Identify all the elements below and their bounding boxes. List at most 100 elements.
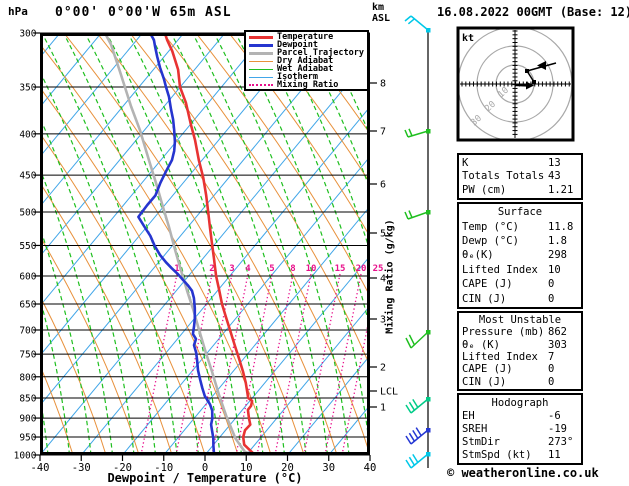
mixing-ratio-line	[195, 273, 233, 454]
mixing-ratio-value-label: 1	[174, 264, 179, 274]
legend-label: Temperature	[277, 32, 334, 42]
dry-adiabat-line	[163, 34, 369, 364]
sounding-traces	[104, 34, 256, 454]
wind-barb	[405, 397, 431, 414]
mixing-ratio-value-label: 3	[229, 264, 234, 274]
page-title: 0°00' 0°00'W 65m ASL	[55, 5, 232, 20]
plot-border	[40, 33, 370, 455]
pressure-tick-label: 950	[19, 433, 36, 444]
mixing-ratio-value-label: 4	[245, 264, 251, 274]
wind-barb	[404, 15, 431, 33]
legend-swatch-isotherm	[249, 76, 273, 78]
table-row-label: θₑ(K)	[462, 249, 494, 262]
pressure-tick-label: 700	[19, 325, 36, 336]
legend-label: Dry Adiabat	[277, 56, 334, 66]
wind-barb	[405, 330, 431, 349]
mixing-ratio-line	[324, 273, 362, 454]
legend-swatch-temperature	[249, 35, 273, 39]
mixing-ratio-value-label: 10	[306, 264, 317, 274]
wet-adiabat-line	[214, 34, 350, 454]
table-row: CIN (J) 0	[462, 376, 581, 388]
dry-adiabat-line	[295, 34, 369, 133]
wet-adiabat-line	[41, 73, 156, 454]
table-row-value: 298	[548, 249, 567, 262]
copyright: © weatheronline.co.uk	[447, 466, 599, 480]
wind-level-marker	[426, 330, 431, 335]
pressure-tick-label: 800	[19, 372, 36, 383]
wet-adiabat-line	[63, 34, 199, 454]
legend-item: Parcel Trajectory	[246, 49, 367, 57]
dewpoint-curve	[137, 34, 216, 454]
table-row-label: CAPE (J)	[462, 278, 513, 291]
table-title: Most Unstable	[478, 314, 562, 327]
table-row: EH -6	[462, 410, 581, 422]
wind-level-marker	[426, 210, 431, 215]
pressure-tick-label: 350	[19, 83, 36, 94]
hodograph-table: Hodograph EH -6 SREH -19 StmDir 273° StmSpd (kt…	[457, 393, 583, 465]
isotherm-line	[205, 257, 369, 454]
temperature-tick-label: -30	[72, 462, 91, 474]
temperature-axis-title: Dewpoint / Temperature (°C)	[107, 471, 303, 485]
pressure-tick-label: 400	[19, 129, 36, 140]
altitude-tick-label: 4	[380, 274, 386, 285]
table-row-label: Pressure (mb)	[462, 326, 545, 339]
wet-adiabat-line	[192, 34, 328, 454]
wet-adiabat-line	[235, 34, 369, 444]
altitude-unit-km: km	[372, 2, 385, 13]
table-row: SREH -19	[462, 423, 581, 435]
table-row-label: Lifted Index	[462, 351, 538, 364]
isotherm-line	[123, 157, 369, 454]
lcl-label: LCL	[380, 387, 398, 398]
table-row-value: 0	[548, 375, 555, 388]
table-row-label: CIN (J)	[462, 292, 507, 305]
pressure-axis-unit: hPa	[8, 5, 28, 18]
wind-barb	[404, 128, 431, 138]
legend-label: Wet Adiabat	[277, 64, 334, 74]
surface-table: Surface Temp (°C) 11.8 Dewp (°C) 1.8 θₑ(K) 298…	[457, 202, 583, 309]
legend: Temperature Dewpoint Parcel Trajectory Dry …	[244, 30, 369, 91]
table-row-value: 303	[548, 338, 567, 351]
wind-barb	[405, 427, 431, 445]
pressure-tick-label: 300	[19, 29, 36, 40]
table-row-value: 862	[548, 326, 567, 339]
mixing-ratio-value-label: 20	[356, 264, 367, 274]
wet-adiabat-line	[41, 230, 92, 454]
table-row-label: StmDir	[462, 436, 500, 449]
parcel-trajectory-curve	[104, 34, 254, 454]
table-row-value: 11	[548, 449, 561, 462]
dry-adiabat-line	[41, 238, 140, 454]
legend-item: Dewpoint	[246, 41, 367, 49]
mixing-ratio-line	[256, 273, 294, 454]
legend-swatch-wet-adiabat	[249, 68, 273, 70]
pressure-tick-label: 750	[19, 350, 36, 361]
pressure-tick-label: 1000	[14, 451, 37, 462]
wet-adiabat-line	[42, 34, 178, 454]
wind-level-marker	[426, 129, 431, 134]
mixing-ratio-value-label: 2	[209, 264, 214, 274]
wet-adiabat-line	[171, 34, 307, 454]
temperature-tick-label: 40	[364, 462, 377, 474]
table-title: Hodograph	[491, 396, 549, 409]
isotherm-line	[164, 207, 369, 454]
table-row-value: 1.21	[548, 184, 574, 197]
altitude-unit-asl: ASL	[372, 13, 391, 24]
dry-adiabat-line	[130, 34, 369, 452]
table-row-value: 0	[548, 278, 555, 291]
wind-level-marker	[426, 452, 431, 457]
temperature-curve	[163, 34, 256, 454]
wet-adiabat-line	[41, 302, 70, 454]
table-row-label: θₑ (K)	[462, 338, 500, 351]
wet-adiabat-line	[41, 120, 135, 454]
wet-adiabat-line	[149, 34, 285, 454]
table-row: Dewp (°C) 1.8	[462, 235, 581, 247]
table-row-value: -19	[548, 422, 567, 435]
table-row-label: K	[462, 156, 469, 169]
table-row: CIN (J) 0	[462, 293, 581, 305]
altitude-tick-label: 7	[380, 127, 386, 138]
table-row: K 13	[462, 157, 581, 169]
wind-level-marker	[426, 397, 431, 402]
hodograph-trace-arrow	[537, 61, 546, 70]
most-unstable-table: Most Unstable Pressure (mb) 862 θₑ (K) 303 Li…	[457, 311, 583, 391]
legend-swatch-mixing-ratio	[249, 84, 273, 86]
table-row-label: EH	[462, 409, 475, 422]
